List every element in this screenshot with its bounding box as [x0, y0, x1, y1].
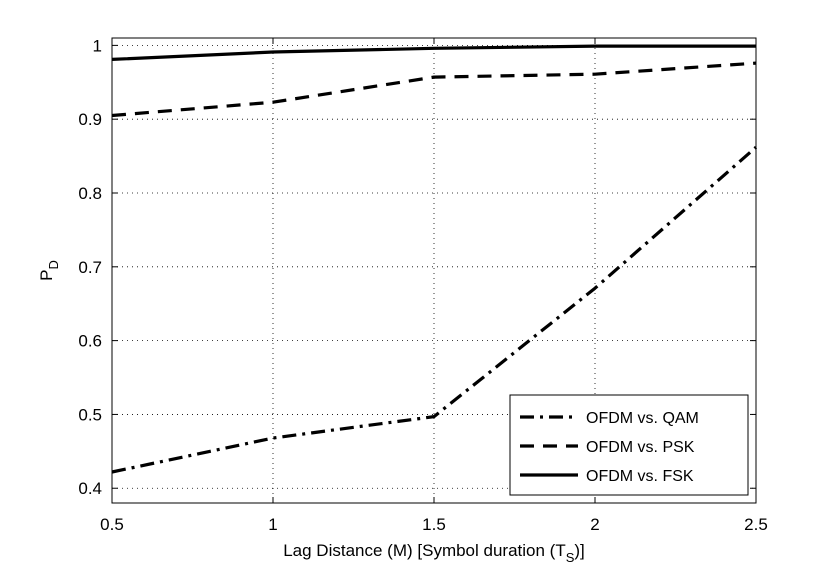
x-tick-label: 0.5: [100, 515, 124, 534]
y-tick-label: 0.7: [78, 258, 102, 277]
legend-box: [509, 394, 749, 496]
y-axis-label: PD: [37, 260, 61, 281]
x-tick-label: 2.5: [744, 515, 768, 534]
legend: OFDM vs. QAM OFDM vs. PSK OFDM vs. FSK: [509, 394, 749, 496]
y-tick-label: 0.6: [78, 332, 102, 351]
y-tick-label: 1: [93, 36, 102, 55]
x-tick-label: 1: [268, 515, 277, 534]
x-tick-label: 1.5: [422, 515, 446, 534]
y-tick-label: 0.5: [78, 405, 102, 424]
x-axis-label: Lag Distance (M) [Symbol duration (TS)]: [283, 541, 585, 565]
x-tick-label: 2: [590, 515, 599, 534]
series-line-ofdm-vs-fsk: [111, 44, 756, 62]
legend-entry-label: OFDM vs. FSK: [586, 468, 694, 485]
series-line-ofdm-vs-psk: [111, 61, 757, 118]
legend-entry-label: OFDM vs. PSK: [586, 439, 695, 456]
series-line-ofdm-vs-qam: [111, 146, 758, 474]
axis-ticks: 0.5 1 1.5 2 2.5 0.4 0.5 0.6 0.7 0.8 0.9 1: [78, 36, 767, 534]
legend-entry-label: OFDM vs. QAM: [586, 410, 699, 427]
y-tick-label: 0.4: [78, 479, 102, 498]
y-tick-label: 0.8: [78, 184, 102, 203]
data-series: [111, 44, 758, 474]
y-tick-label: 0.9: [78, 110, 102, 129]
